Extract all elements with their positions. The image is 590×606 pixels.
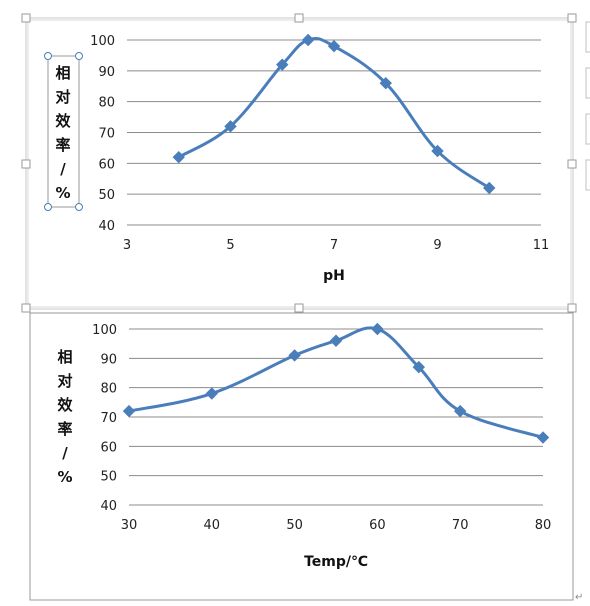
y-tick-label: 100 — [90, 34, 115, 49]
data-point-marker — [371, 322, 384, 336]
data-point-marker — [172, 150, 185, 164]
y-tick-label: 70 — [98, 127, 115, 142]
data-point-marker — [276, 58, 289, 71]
resize-handle — [44, 203, 52, 211]
data-point-marker — [483, 181, 496, 195]
x-tick-label: 60 — [369, 518, 386, 533]
x-axis-label: pH — [323, 268, 345, 284]
y-axis-label-char: % — [55, 184, 70, 202]
resize-handle — [294, 13, 304, 23]
resize-handle — [21, 303, 31, 313]
y-tick-label: 60 — [100, 440, 117, 455]
y-axis-label-char: 对 — [57, 372, 72, 390]
y-axis-label-char: % — [57, 468, 72, 486]
data-point-marker — [379, 76, 392, 90]
data-point-marker — [453, 404, 467, 418]
x-tick-label: 70 — [452, 518, 469, 533]
chart-layout-button — [585, 159, 590, 191]
y-tick-label: 40 — [100, 499, 117, 514]
chart-1-ylabel-box[interactable] — [47, 55, 80, 208]
data-point-marker — [205, 387, 219, 400]
x-tick-label: 5 — [226, 238, 234, 253]
data-point-marker — [301, 33, 315, 47]
data-point-marker — [329, 334, 343, 347]
y-axis-label-char: / — [62, 444, 68, 462]
x-tick-label: 30 — [121, 518, 138, 533]
y-tick-label: 40 — [98, 219, 115, 234]
y-axis-label-char: 效 — [57, 396, 73, 414]
data-point-marker — [224, 120, 237, 133]
data-point-marker — [288, 349, 301, 362]
y-axis-label-char: 率 — [57, 420, 72, 438]
x-tick-label: 7 — [330, 238, 338, 253]
y-axis-label-char: 率 — [55, 136, 70, 154]
ylabel-box-handles[interactable] — [44, 52, 83, 211]
y-tick-label: 80 — [100, 382, 117, 397]
y-tick-label: 90 — [100, 352, 117, 367]
resize-handle — [294, 303, 304, 313]
resize-handle — [75, 203, 83, 211]
y-tick-label: 50 — [100, 470, 117, 485]
resize-handle — [75, 52, 83, 60]
paragraph-mark: ↵ — [575, 592, 583, 603]
chart-tool-buttons[interactable] — [585, 21, 590, 191]
x-tick-label: 9 — [433, 238, 441, 253]
data-point-marker — [327, 39, 341, 53]
y-tick-label: 90 — [98, 65, 115, 80]
data-point-marker — [431, 144, 444, 158]
y-axis-label-char: 对 — [55, 88, 70, 106]
y-axis-label-char: 效 — [55, 112, 71, 130]
chart-filters-button — [585, 113, 590, 145]
data-point-marker — [122, 404, 136, 418]
resize-handle — [567, 303, 577, 313]
y-tick-label: 60 — [98, 157, 115, 172]
y-tick-label: 50 — [98, 188, 115, 203]
x-axis-label: Temp/℃ — [304, 554, 368, 570]
x-tick-label: 80 — [535, 518, 552, 533]
resize-handle — [21, 159, 31, 169]
y-tick-label: 70 — [100, 411, 117, 426]
y-tick-label: 80 — [98, 96, 115, 111]
chart-styles-button — [585, 67, 590, 99]
data-point-marker — [412, 360, 426, 374]
chart-2-border — [29, 312, 574, 601]
chart-1-resize-handles[interactable] — [21, 13, 577, 313]
resize-handle — [21, 13, 31, 23]
series-line — [177, 36, 491, 190]
data-point-marker — [536, 431, 550, 444]
x-tick-label: 11 — [533, 238, 550, 253]
x-tick-label: 50 — [286, 518, 303, 533]
x-tick-label: 3 — [123, 238, 131, 253]
y-axis-label-char: / — [60, 160, 66, 178]
resize-handle — [567, 13, 577, 23]
resize-handle — [44, 52, 52, 60]
y-tick-label: 100 — [92, 323, 117, 338]
x-tick-label: 40 — [204, 518, 221, 533]
y-axis-label-char: 相 — [57, 348, 72, 366]
y-axis-label-char: 相 — [55, 64, 70, 82]
resize-handle — [567, 159, 577, 169]
chart-elements-button — [585, 21, 590, 53]
